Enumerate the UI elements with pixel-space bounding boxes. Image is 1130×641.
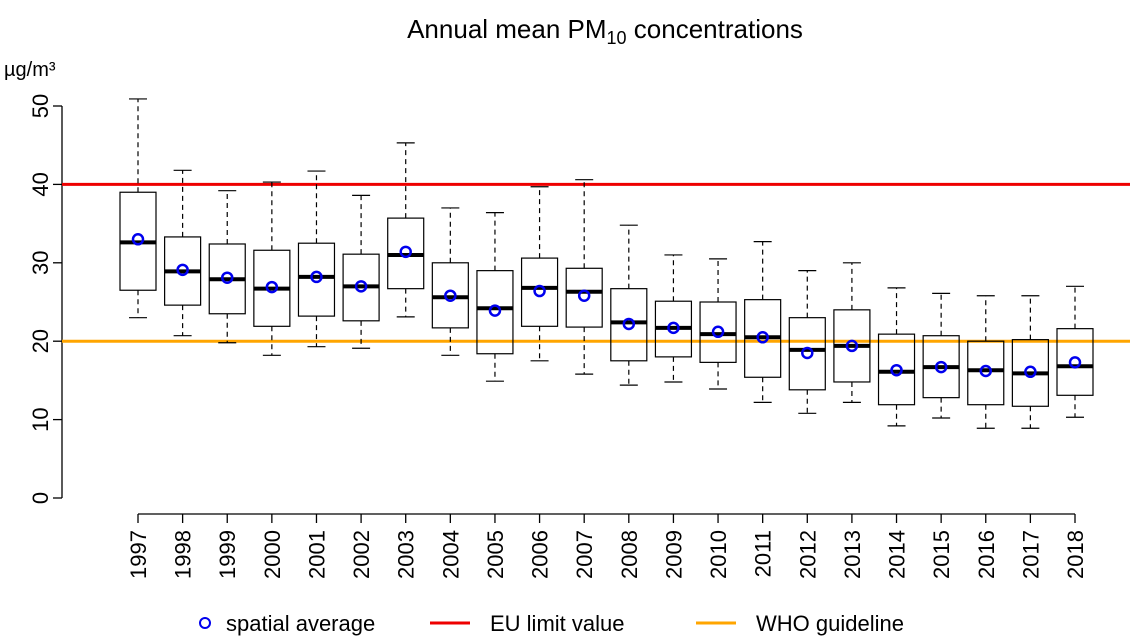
mean-marker [934, 360, 948, 374]
x-tick-label: 2014 [885, 530, 910, 579]
box [297, 242, 336, 317]
mean-marker [354, 280, 368, 293]
x-tick-label: 1998 [171, 530, 196, 579]
x-tick-label: 1999 [215, 530, 240, 579]
x-tick-label: 2006 [528, 530, 553, 579]
box [476, 270, 514, 355]
box [788, 317, 826, 391]
x-tick-label: 2001 [304, 530, 329, 579]
legend-label: EU limit value [490, 611, 624, 636]
x-tick-label: 2005 [483, 530, 508, 579]
x-tick-label: 2002 [349, 530, 374, 579]
x-tick-label: 2007 [572, 530, 597, 579]
x-tick-label: 2017 [1018, 530, 1043, 579]
title-rest: concentrations [627, 14, 803, 44]
mean-marker [667, 321, 680, 335]
box [1056, 328, 1094, 396]
y-tick-label: 10 [28, 407, 53, 431]
x-tick-label: 2018 [1063, 530, 1088, 579]
mean-marker [176, 263, 189, 277]
title-subscript: 10 [607, 28, 627, 48]
x-tick-label: 2011 [751, 530, 776, 577]
box [877, 333, 916, 406]
x-tick-label: 2015 [929, 530, 954, 579]
x-tick-label: 2003 [394, 530, 419, 579]
legend-label: spatial average [226, 611, 375, 636]
x-tick-label: 2010 [706, 530, 731, 579]
mean-marker [533, 284, 546, 298]
title-main: Annual mean PM [407, 14, 606, 44]
x-tick-label: 2000 [260, 530, 285, 579]
mean-marker [801, 346, 814, 360]
x-tick-label: 2004 [438, 530, 463, 579]
box [967, 340, 1005, 406]
y-unit: µg/m³ [4, 59, 56, 81]
mean-marker [845, 339, 859, 353]
x-tick-label: 2012 [795, 530, 820, 579]
mean-marker [890, 363, 903, 377]
mean-marker [310, 270, 323, 284]
x-tick-label: 2013 [840, 530, 865, 579]
mean-marker [979, 364, 993, 378]
y-tick-label: 30 [28, 251, 53, 275]
y-tick-label: 50 [28, 94, 53, 118]
y-tick-label: 0 [28, 492, 53, 504]
mean-marker [265, 280, 279, 294]
x-tick-label: 2009 [661, 530, 686, 579]
y-tick-label: 40 [28, 172, 53, 196]
mean-marker [1024, 365, 1037, 379]
mean-marker [1068, 356, 1082, 369]
mean-marker [711, 325, 725, 339]
legend-label: WHO guideline [756, 611, 904, 636]
mean-marker [131, 233, 145, 246]
mean-marker [488, 304, 502, 317]
box [565, 267, 603, 328]
y-tick-label: 20 [28, 329, 53, 353]
mean-marker [577, 289, 591, 302]
box [520, 257, 559, 327]
mean-marker [220, 271, 234, 284]
chart-title: Annual mean PM10 concentrations [407, 14, 803, 48]
box [610, 288, 648, 362]
x-tick-label: 2008 [617, 530, 642, 579]
mean-marker [622, 317, 636, 331]
x-tick-label: 2016 [974, 530, 999, 579]
mean-marker [399, 245, 412, 259]
legend-marker [199, 617, 211, 629]
mean-marker [444, 289, 457, 302]
x-tick-label: 1997 [126, 530, 151, 579]
mean-marker [756, 331, 769, 344]
